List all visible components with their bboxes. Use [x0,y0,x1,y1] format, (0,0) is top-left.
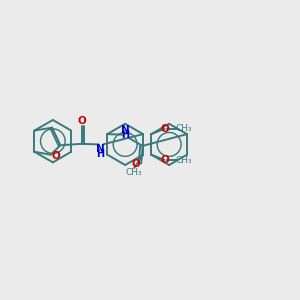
Text: N: N [121,125,129,135]
Text: CH₃: CH₃ [175,124,192,133]
Text: H: H [96,149,104,159]
Text: O: O [77,116,86,126]
Text: O: O [131,158,140,169]
Text: N: N [96,144,104,154]
Text: O: O [160,155,169,165]
Text: O: O [160,124,169,134]
Text: CH₃: CH₃ [126,168,142,177]
Text: H: H [121,130,129,140]
Text: O: O [52,151,60,160]
Text: CH₃: CH₃ [175,155,192,164]
